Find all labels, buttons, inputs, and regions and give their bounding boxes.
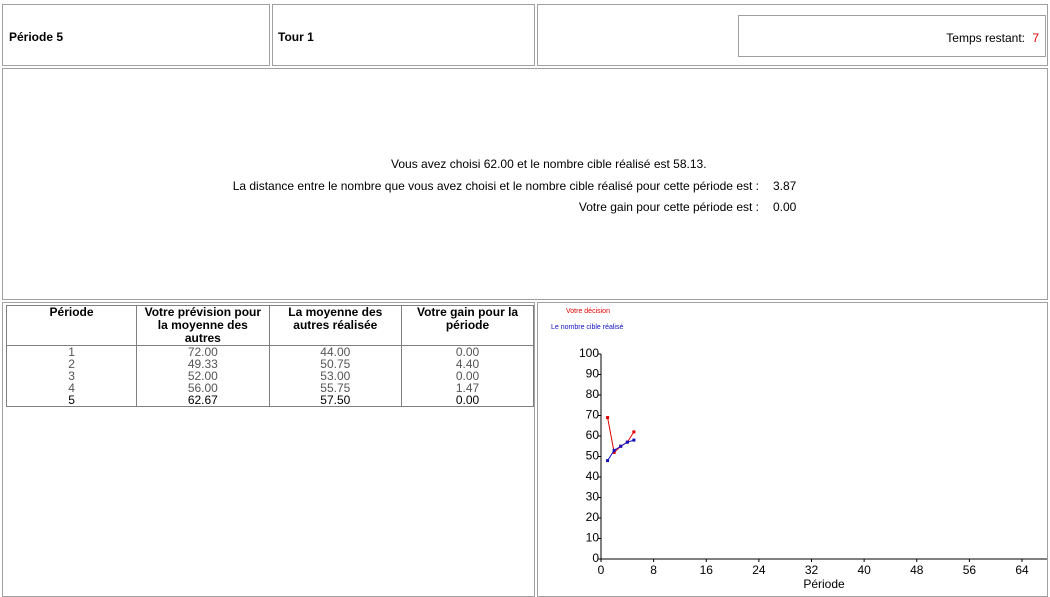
x-tick-label: 24 — [752, 563, 766, 577]
table-cell: 55.75 — [268, 382, 403, 394]
x-tick-label: 40 — [857, 563, 871, 577]
data-point — [632, 430, 636, 434]
message-panel: Vous avez choisi 62.00 et le nombre cibl… — [2, 68, 1048, 300]
y-tick-label: 60 — [586, 428, 600, 442]
table-cell: 62.67 — [136, 394, 270, 407]
table-row: 3 52.00 53.00 0.00 — [5, 370, 534, 382]
y-tick-label: 70 — [586, 408, 600, 422]
data-point — [606, 416, 610, 420]
round-panel: Tour 1 — [272, 4, 535, 66]
y-tick-label: 20 — [586, 510, 600, 524]
y-tick-label: 80 — [586, 387, 600, 401]
gain-label: Votre gain pour cette période est : — [578, 200, 759, 214]
y-tick-label: 90 — [586, 367, 600, 381]
table-cell: 56.00 — [136, 382, 270, 394]
time-value: 7 — [1032, 31, 1039, 45]
table-row: 4 56.00 55.75 1.47 — [5, 382, 534, 394]
table-cell: 52.00 — [136, 370, 270, 382]
time-label: Temps restant: — [946, 31, 1025, 45]
table-cell: 2 — [5, 358, 138, 370]
chart: 0 10 20 30 40 50 60 70 80 90 100 0 8 16 24 32 40 48 56 64 Pé… — [551, 308, 1047, 591]
y-tick-label: 40 — [586, 469, 600, 483]
x-tick-label: 64 — [1015, 563, 1029, 577]
data-point — [612, 450, 616, 454]
table-cell: 3 — [5, 370, 138, 382]
time-panel: Temps restant: 7 — [537, 4, 1048, 66]
time-box: Temps restant: 7 — [738, 15, 1046, 57]
table-cell: 0.00 — [401, 345, 534, 358]
column-header: La moyenne des autres réalisée — [268, 305, 403, 346]
header-row: Période Votre prévision pour la moyenne d… — [5, 305, 534, 346]
y-tick-label: 30 — [586, 490, 600, 504]
table-cell: 53.00 — [268, 370, 403, 382]
legend-label: Le nombre cible réalisé — [551, 324, 623, 331]
table-cell: 1 — [5, 345, 138, 358]
column-header: Votre prévision pour la moyenne des autr… — [136, 305, 270, 346]
data-point — [625, 440, 629, 444]
column-header: Période — [5, 305, 138, 346]
round: Tour 1 — [278, 30, 314, 44]
x-axis-label: Période — [803, 577, 845, 591]
x-tick-label: 8 — [650, 563, 657, 577]
table-cell: 0.00 — [401, 370, 534, 382]
table-cell: 44.00 — [268, 345, 403, 358]
data-point — [632, 438, 636, 442]
table-cell: 49.33 — [136, 358, 270, 370]
table-row: 1 72.00 44.00 0.00 — [5, 345, 534, 358]
table-row: 5 62.67 57.50 0.00 — [5, 394, 534, 407]
y-tick-label: 10 — [586, 531, 600, 545]
period-panel: Période 5 — [2, 4, 270, 66]
table-cell: 0.00 — [401, 394, 534, 407]
table-row: 2 49.33 50.75 4.40 — [5, 358, 534, 370]
table-cell: 1.47 — [401, 382, 534, 394]
data-point — [619, 444, 623, 448]
table-cell: 4.40 — [401, 358, 534, 370]
series-line — [607, 439, 635, 461]
column-header: Votre gain pour la période — [401, 305, 534, 346]
y-tick-label: 0 — [592, 551, 599, 565]
data-point — [606, 459, 610, 463]
distance-value: 3.87 — [773, 179, 797, 193]
x-tick-label: 32 — [805, 563, 819, 577]
x-tick-label: 0 — [598, 563, 605, 577]
period: Période 5 — [9, 30, 64, 44]
table-cell: 50.75 — [268, 358, 403, 370]
table-cell: 57.50 — [268, 394, 403, 407]
gain-value: 0.00 — [773, 200, 797, 214]
y-tick-label: 100 — [579, 346, 599, 360]
data-point — [612, 448, 616, 452]
history-table: Période Votre prévision pour la moyenne d… — [5, 305, 534, 407]
table-cell: 5 — [5, 394, 138, 407]
chart-panel — [537, 302, 1048, 597]
table-cell: 4 — [5, 382, 138, 394]
message-line: Vous avez choisi 62.00 et le nombre cibl… — [391, 157, 707, 171]
distance-label: La distance entre le nombre que vous ave… — [232, 179, 759, 193]
y-tick-label: 50 — [586, 449, 600, 463]
x-tick-label: 16 — [700, 563, 714, 577]
legend-label: Votre décision — [566, 308, 610, 315]
x-tick-label: 56 — [963, 563, 977, 577]
x-tick-label: 48 — [910, 563, 924, 577]
